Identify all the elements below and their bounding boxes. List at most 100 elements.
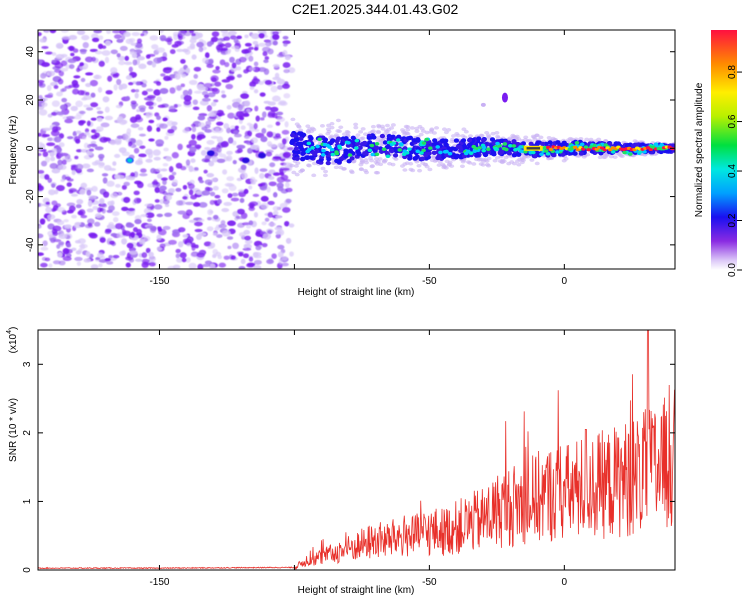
noise-dot [113,84,118,91]
band-halo-dot [345,130,351,135]
noise-dot [282,206,291,213]
noise-dot [130,172,135,177]
noise-dot [121,184,127,190]
noise-dot [73,135,81,143]
band-halo-dot [320,166,326,171]
band-halo-dot [495,136,501,140]
noise-dot [73,75,81,79]
noise-dot [212,185,219,191]
noise-dot [281,255,288,261]
noise-dot [156,47,166,53]
band-halo-dot [467,161,473,165]
band-hot-dot [320,153,326,157]
noise-dot [99,237,106,243]
noise-dot [177,69,184,75]
noise-dot [90,92,96,98]
noise-dot [166,120,175,127]
noise-dot [237,208,245,215]
noise-dot [253,89,259,94]
noise-dot [159,35,167,41]
band-hot-dot [329,147,335,152]
band-halo-dot [299,168,305,173]
band-core-dot [491,140,497,146]
snr-ylabel: SNR (10 * v/v) [8,398,19,462]
noise-dot [159,199,165,204]
noise-dot [252,40,259,45]
noise-dot [77,210,84,216]
noise-dot [171,44,179,48]
band-hot-dot [511,144,517,148]
noise-dot [281,262,289,267]
noise-dot [282,62,291,69]
band-core-dot [572,151,578,156]
noise-dot [105,90,113,95]
noise-dot [153,80,161,84]
band-hot-dot [447,151,453,156]
noise-dot [282,35,289,40]
noise-dot [90,140,97,145]
noise-dot [204,158,211,163]
band-core-dot [436,153,442,159]
noise-dot [168,174,175,181]
noise-dot [216,121,224,126]
noise-dot [54,62,64,69]
band-halo-dot [612,155,618,159]
noise-dot [83,104,91,108]
noise-dot [129,51,137,55]
noise-dot [59,67,69,72]
noise-dot [267,211,274,218]
band-core-dot [382,140,388,145]
spectrogram-ytick-label: 20 [25,94,36,106]
noise-dot [78,120,86,124]
noise-dot [66,242,72,248]
band-core-dot [343,136,349,141]
band-hot-dot [610,150,616,154]
noise-dot [156,115,161,121]
noise-dot [70,193,79,197]
band-hot-dot [354,146,359,150]
noise-dot [78,243,88,249]
noise-dot [85,107,94,111]
noise-dot [198,202,208,208]
noise-dot [125,38,134,45]
noise-dot [237,148,243,153]
noise-dot [265,151,273,157]
noise-dot [244,239,253,245]
noise-dot [72,131,77,137]
band-peak-dot [616,145,621,149]
band-core-dot [322,137,329,142]
noise-dot [114,137,122,144]
band-core-dot [458,148,464,153]
noise-dot [96,106,102,110]
colorbar-label: Normalized spectral amplitude [694,82,705,217]
noise-dot [272,63,280,68]
band-hot-dot [397,148,403,152]
noise-dot [206,41,213,47]
noise-dot [112,217,119,223]
band-halo-dot [290,117,296,122]
spectrogram-plot-area [38,30,675,269]
snr-ytick-label: 0 [22,567,33,573]
noise-dot [76,149,83,153]
noise-dot [217,113,222,117]
noise-dot [47,137,54,142]
band-core-dot [384,151,390,156]
noise-dot [101,204,108,208]
noise-dot [272,156,282,160]
noise-dot [148,119,155,124]
noise-dot [106,260,114,265]
noise-dot [238,252,244,257]
noise-dot [92,205,99,210]
band-halo-dot [348,169,354,174]
noise-dot [85,82,92,88]
noise-dot [227,220,236,227]
noise-dot [139,238,146,245]
noise-dot [58,152,64,158]
noise-dot [188,189,194,196]
snr-axes: -150 -50 0 0 1 2 3 [22,330,675,588]
band-core-dot [392,153,399,158]
noise-dot [162,179,167,186]
noise-dot [70,52,75,57]
band-halo-dot [377,157,383,161]
band-peak-dot [581,147,586,151]
